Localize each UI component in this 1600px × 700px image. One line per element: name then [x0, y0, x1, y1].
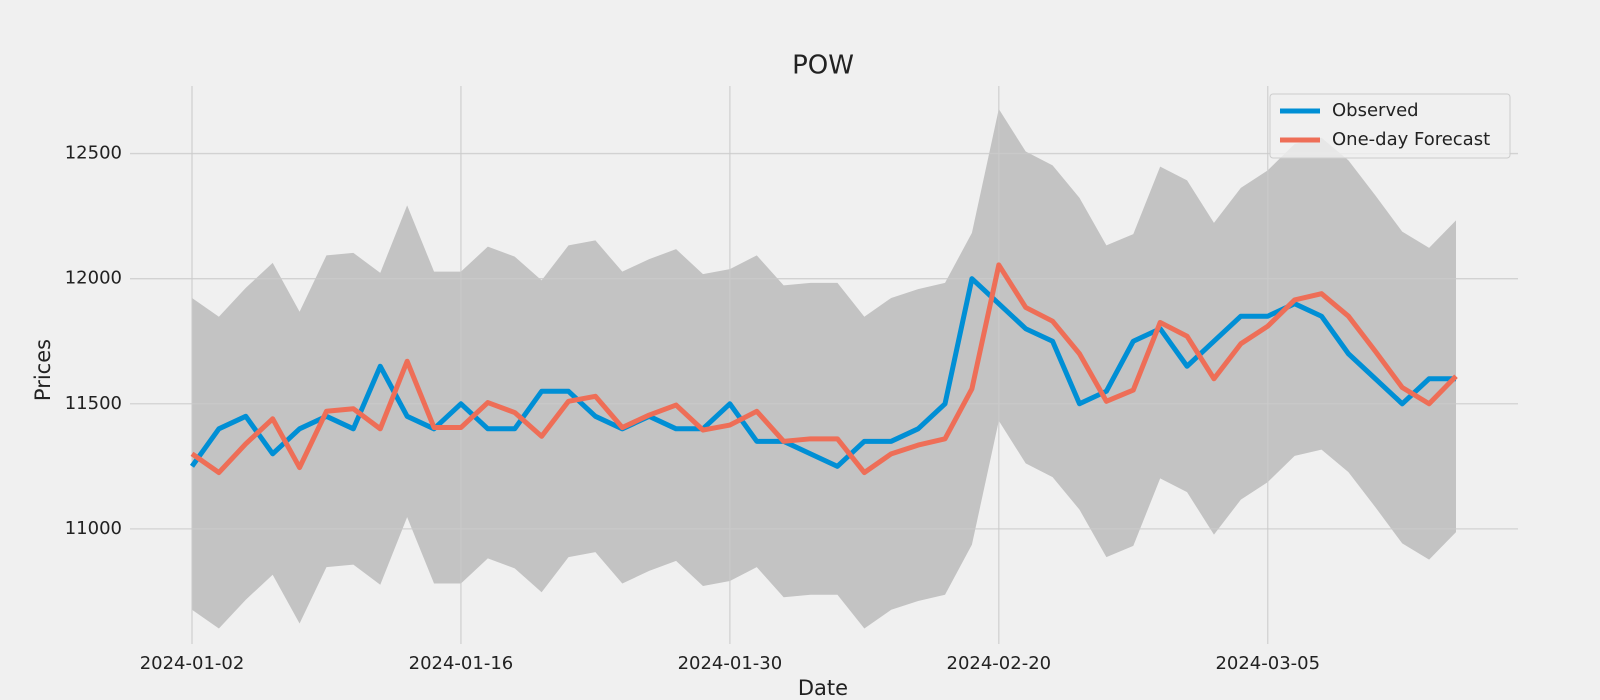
x-tick-label: 2024-01-02 [140, 653, 245, 674]
x-tick-label: 2024-01-30 [678, 653, 783, 674]
y-tick-label: 12500 [65, 143, 122, 164]
x-axis-label: Date [798, 676, 848, 700]
y-tick-label: 11000 [65, 518, 122, 539]
legend-label: One-day Forecast [1332, 129, 1490, 150]
legend-box [1269, 93, 1511, 159]
chart-title: POW [792, 51, 854, 81]
y-tick-label: 12000 [65, 268, 122, 289]
series-line [190, 262, 1458, 476]
legend-label: Observed [1332, 100, 1419, 121]
x-tick-label: 2024-02-20 [947, 653, 1052, 674]
x-tick-label: 2024-03-05 [1215, 653, 1320, 674]
x-tick-label: 2024-01-16 [409, 653, 514, 674]
series-line [189, 276, 1456, 469]
y-tick-label: 11500 [65, 393, 122, 414]
confidence-band [192, 109, 1456, 629]
y-axis-label: Prices [31, 339, 55, 401]
